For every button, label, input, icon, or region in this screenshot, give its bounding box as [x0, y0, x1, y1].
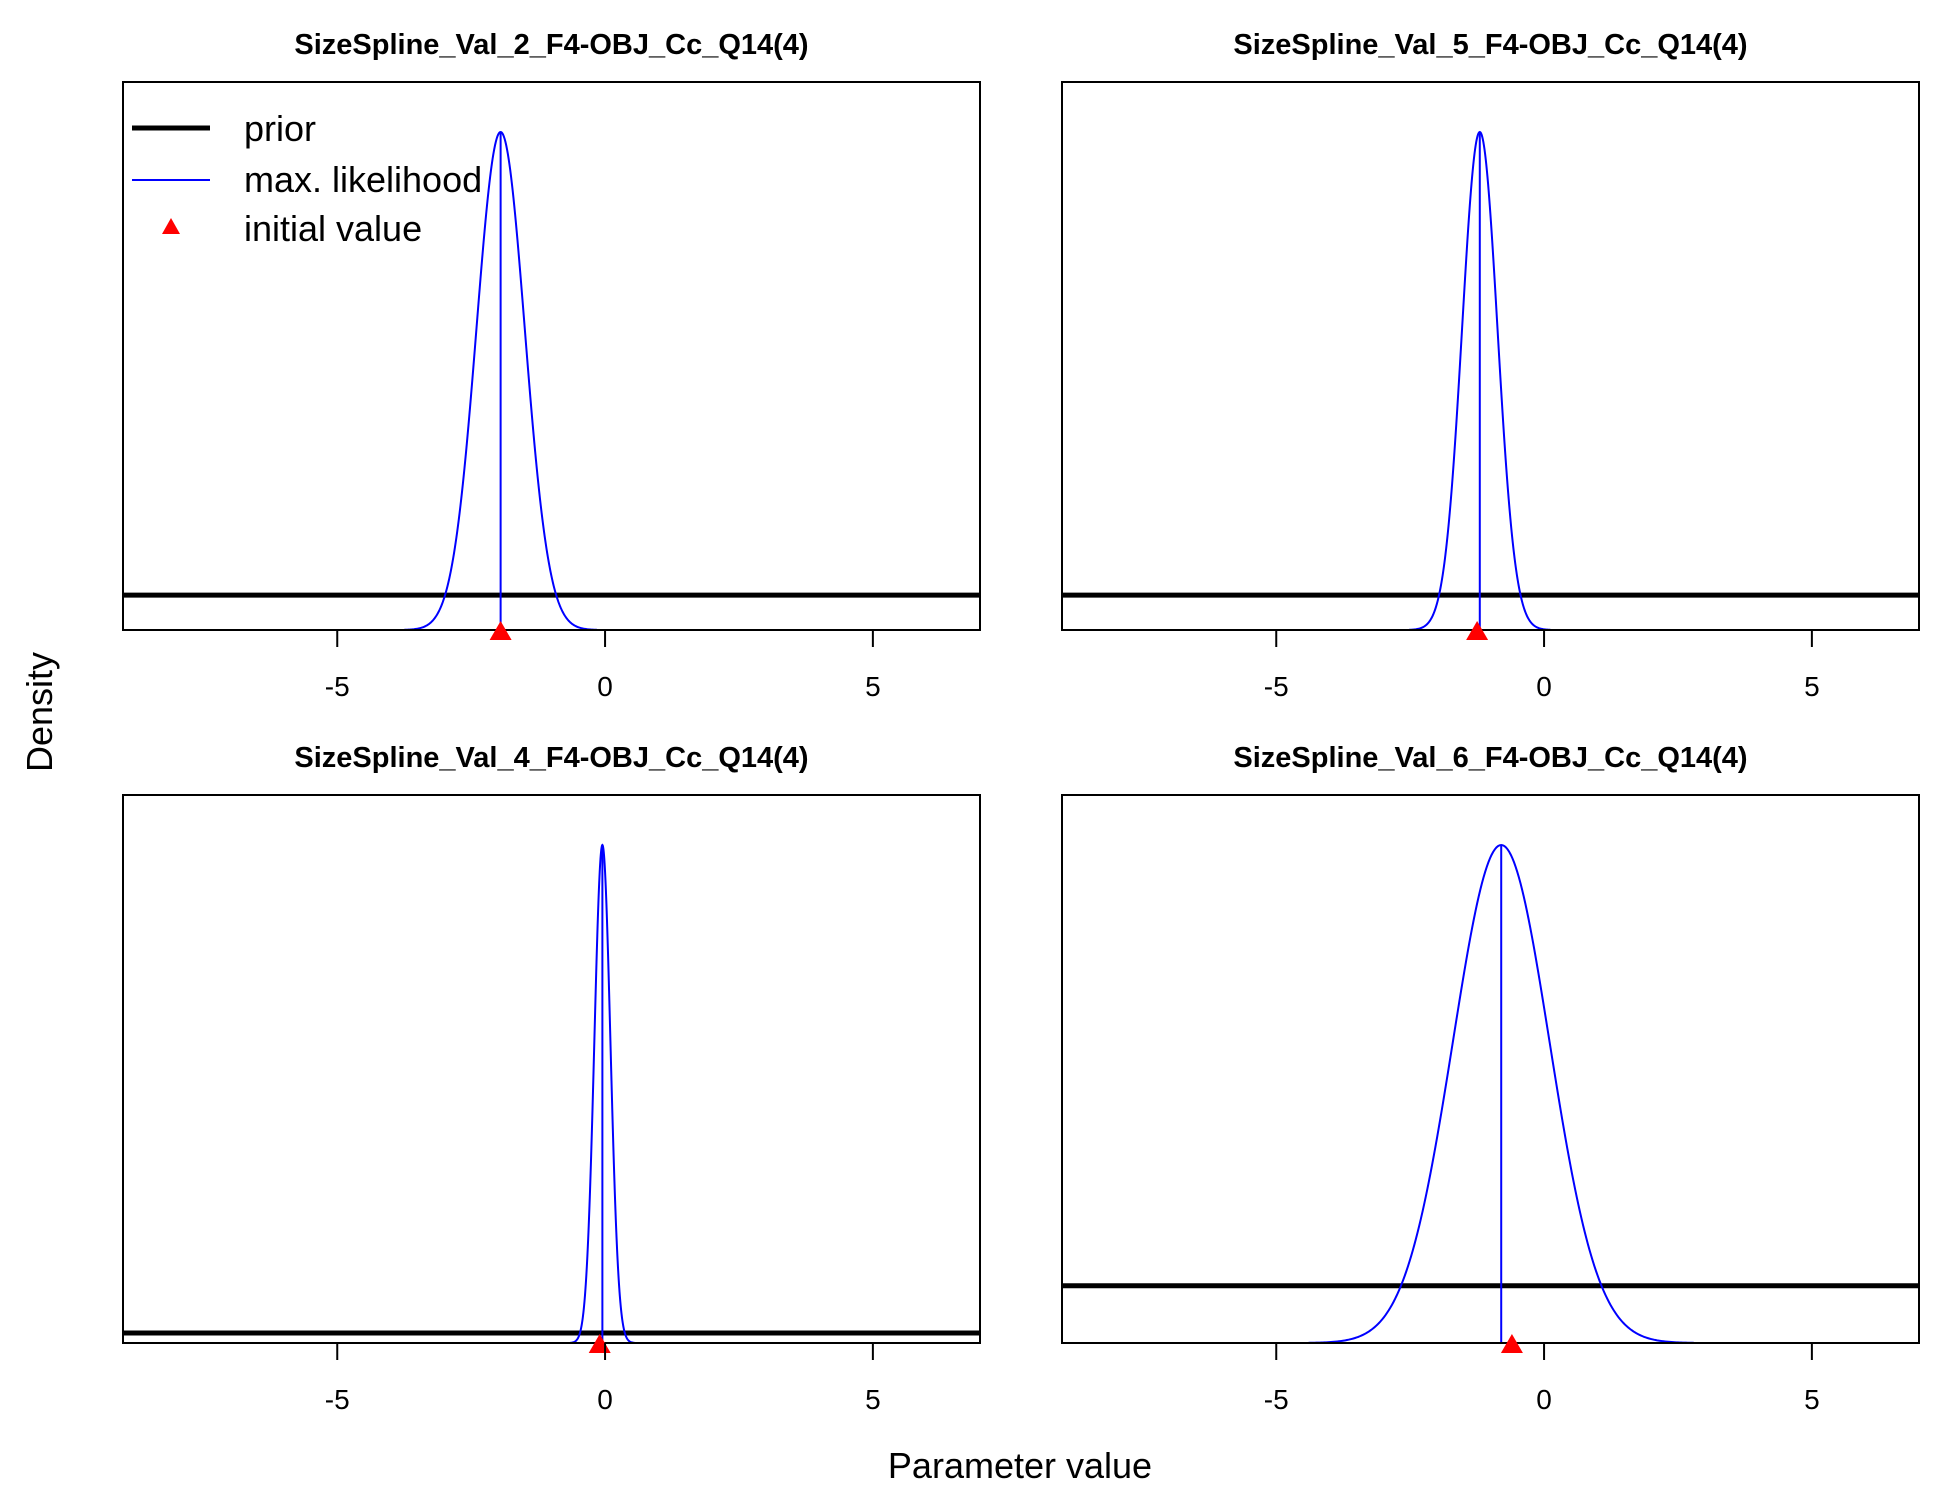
initial-value-marker — [489, 621, 512, 640]
x-tick-label: -5 — [1264, 671, 1289, 702]
panel-2: SizeSpline_Val_5_F4-OBJ_Cc_Q14(4) -5 0 5 — [1061, 29, 1920, 702]
initial-value-marker — [1466, 621, 1489, 640]
x-tick-label: 0 — [1536, 1384, 1552, 1415]
x-tick-label: 5 — [1804, 1384, 1820, 1415]
panels: SizeSpline_Val_2_F4-OBJ_Cc_Q14(4)-5 0 5Siz… — [122, 29, 1920, 1415]
x-tick-label: 5 — [865, 1384, 881, 1415]
panel-1: SizeSpline_Val_2_F4-OBJ_Cc_Q14(4) -5 0 5 — [122, 29, 981, 702]
x-tick-label: -5 — [325, 1384, 350, 1415]
x-tick-label: 5 — [865, 671, 881, 702]
x-axis-label: Parameter value — [888, 1445, 1152, 1486]
panel-4: SizeSpline_Val_6_F4-OBJ_Cc_Q14(4) -5 0 5 — [1061, 742, 1920, 1415]
legend-ml-label: max. likelihood — [244, 159, 482, 200]
panel-title: SizeSpline_Val_6_F4-OBJ_Cc_Q14(4) — [1233, 742, 1747, 774]
plot-frame — [1061, 81, 1920, 631]
panel-title: SizeSpline_Val_2_F4-OBJ_Cc_Q14(4) — [294, 29, 808, 61]
plot-frame — [122, 794, 981, 1344]
x-tick-label: -5 — [1264, 1384, 1289, 1415]
plot-frame — [1061, 794, 1920, 1344]
legend-prior-label: prior — [244, 108, 316, 149]
x-tick-label: 5 — [1804, 671, 1820, 702]
panel-title: SizeSpline_Val_5_F4-OBJ_Cc_Q14(4) — [1233, 29, 1747, 61]
x-tick-label: -5 — [325, 671, 350, 702]
initial-value-marker — [1500, 1334, 1523, 1353]
panel-3: SizeSpline_Val_4_F4-OBJ_Cc_Q14(4) -5 0 5 — [122, 742, 981, 1415]
legend: prior max. likelihood initial value — [132, 108, 482, 249]
x-tick-label: 0 — [597, 671, 613, 702]
y-axis-label: Density — [19, 652, 60, 772]
plot-frame — [122, 81, 981, 631]
panel-title: SizeSpline_Val_4_F4-OBJ_Cc_Q14(4) — [294, 742, 808, 774]
legend-initial-value-label: initial value — [244, 208, 422, 249]
x-tick-label: 0 — [1536, 671, 1552, 702]
x-tick-label: 0 — [597, 1384, 613, 1415]
legend-initial-value-marker — [162, 218, 180, 234]
